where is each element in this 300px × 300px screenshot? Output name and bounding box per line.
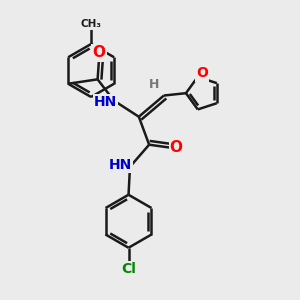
Text: HN: HN xyxy=(94,95,117,109)
Text: Cl: Cl xyxy=(121,262,136,276)
Text: O: O xyxy=(196,66,208,80)
Text: HN: HN xyxy=(109,158,132,172)
Text: O: O xyxy=(93,45,106,60)
Text: CH₃: CH₃ xyxy=(81,19,102,29)
Text: O: O xyxy=(170,140,183,155)
Text: H: H xyxy=(149,78,160,91)
